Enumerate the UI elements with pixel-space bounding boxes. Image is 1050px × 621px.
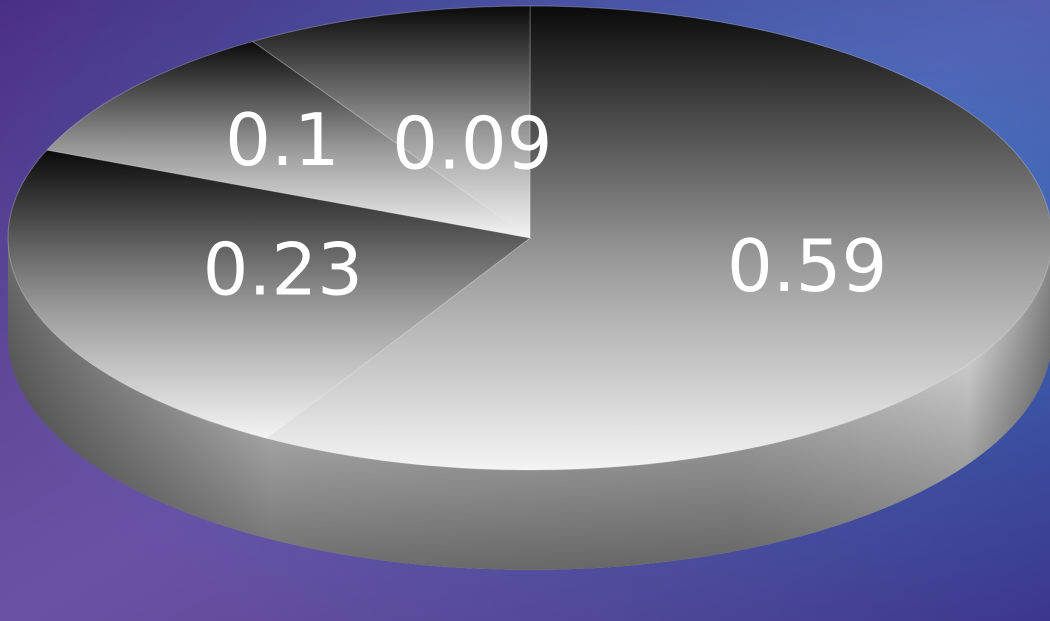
slice-label-1: 0.59: [727, 224, 887, 308]
pie-slice-3: [45, 40, 531, 239]
pie-side-shade: [8, 238, 1050, 570]
pie-slice-2: [7, 149, 532, 439]
pie-slice-4: [251, 5, 531, 239]
slice-label-4: 0.09: [392, 101, 552, 185]
slice-label-2: 0.23: [203, 228, 363, 312]
pie-side-wall: [8, 238, 1050, 570]
pie-slices: [7, 5, 1050, 471]
slice-label-3: 0.1: [225, 98, 340, 182]
pie-slice-1: [265, 5, 1050, 471]
pie-labels: 0.59 0.23 0.1 0.09: [203, 98, 888, 312]
